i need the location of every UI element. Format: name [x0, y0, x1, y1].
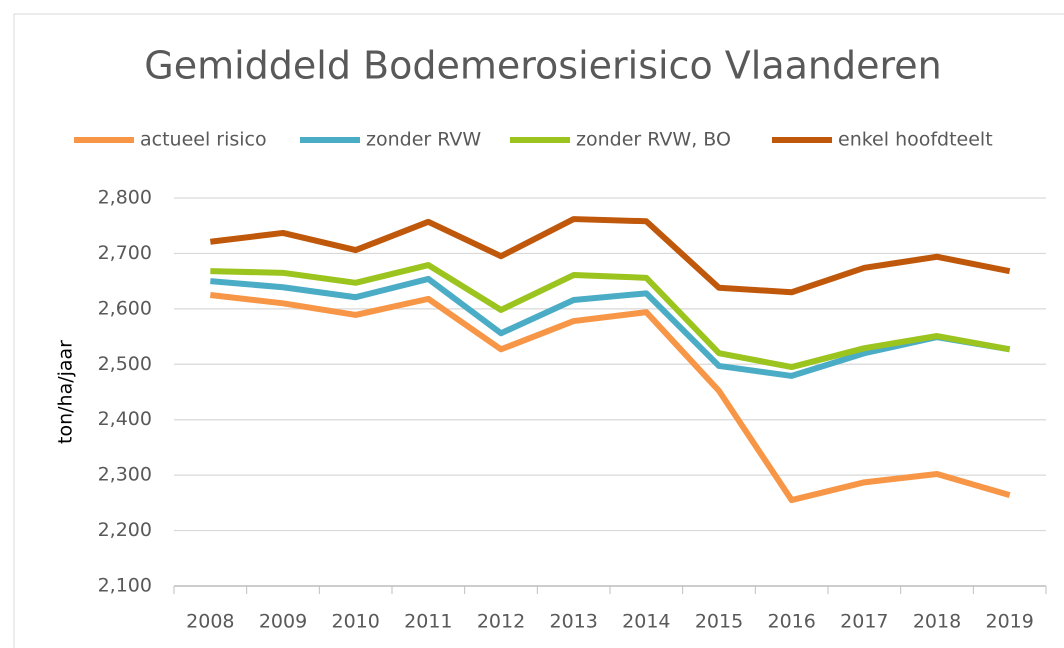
- y-tick-label: 2,700: [98, 242, 152, 264]
- x-tick-label: 2012: [477, 611, 525, 633]
- x-tick-label: 2014: [622, 611, 670, 633]
- x-tick-label: 2010: [331, 611, 379, 633]
- chart-border: [13, 13, 1064, 648]
- y-tick-label: 2,200: [98, 519, 152, 541]
- legend-label: zonder RVW: [366, 129, 481, 151]
- x-tick-label: 2015: [695, 611, 743, 633]
- y-tick-label: 2,100: [98, 575, 152, 597]
- legend-label: actueel risico: [140, 129, 267, 151]
- chart-title: Gemiddeld Bodemerosierisico Vlaanderen: [144, 44, 941, 88]
- x-tick-label: 2008: [186, 611, 234, 633]
- x-tick-label: 2016: [767, 611, 815, 633]
- y-tick-label: 2,500: [98, 353, 152, 375]
- y-axis-label: ton/ha/jaar: [55, 340, 77, 444]
- y-tick-label: 2,600: [98, 297, 152, 319]
- x-tick-label: 2011: [404, 611, 452, 633]
- series-line: [209, 216, 1011, 296]
- x-tick-label: 2019: [985, 611, 1033, 633]
- x-tick-label: 2013: [549, 611, 597, 633]
- x-tick-label: 2017: [840, 611, 888, 633]
- y-tick-label: 2,800: [98, 187, 152, 209]
- series-line: [210, 262, 1011, 371]
- series-line: [209, 292, 1011, 504]
- y-tick-label: 2,400: [98, 408, 152, 430]
- series-line: [210, 275, 1011, 379]
- legend-label: enkel hoofdteelt: [838, 129, 993, 151]
- y-tick-label: 2,300: [98, 464, 152, 486]
- x-tick-label: 2018: [913, 611, 961, 633]
- x-tick-label: 2009: [259, 611, 307, 633]
- legend-label: zonder RVW, BO: [576, 129, 731, 151]
